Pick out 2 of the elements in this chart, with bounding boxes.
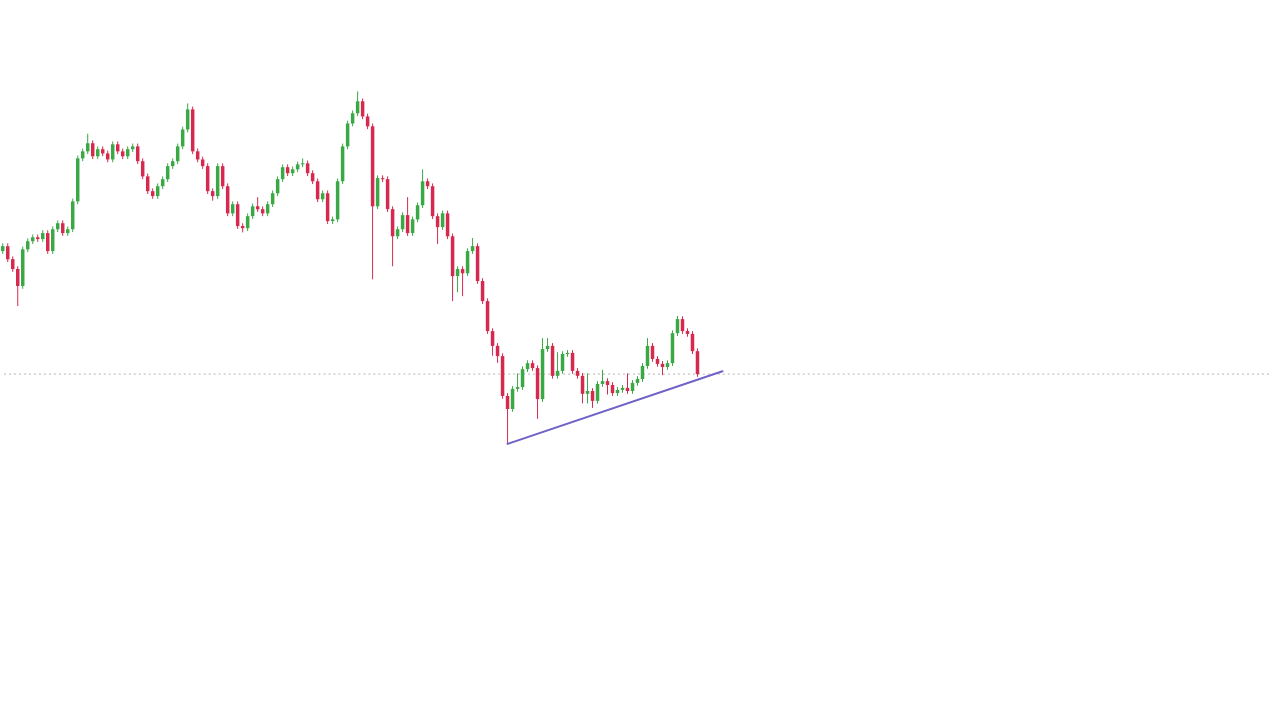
candlestick <box>585 372 590 404</box>
candlestick <box>515 372 520 393</box>
